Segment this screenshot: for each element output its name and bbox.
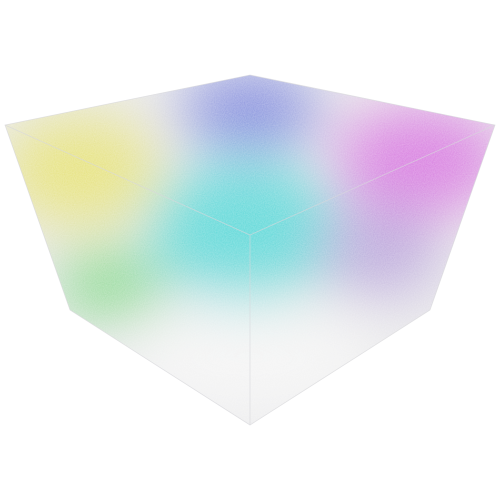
edge xyxy=(4,124,251,236)
edge xyxy=(249,124,496,236)
cube-edges xyxy=(4,74,496,426)
